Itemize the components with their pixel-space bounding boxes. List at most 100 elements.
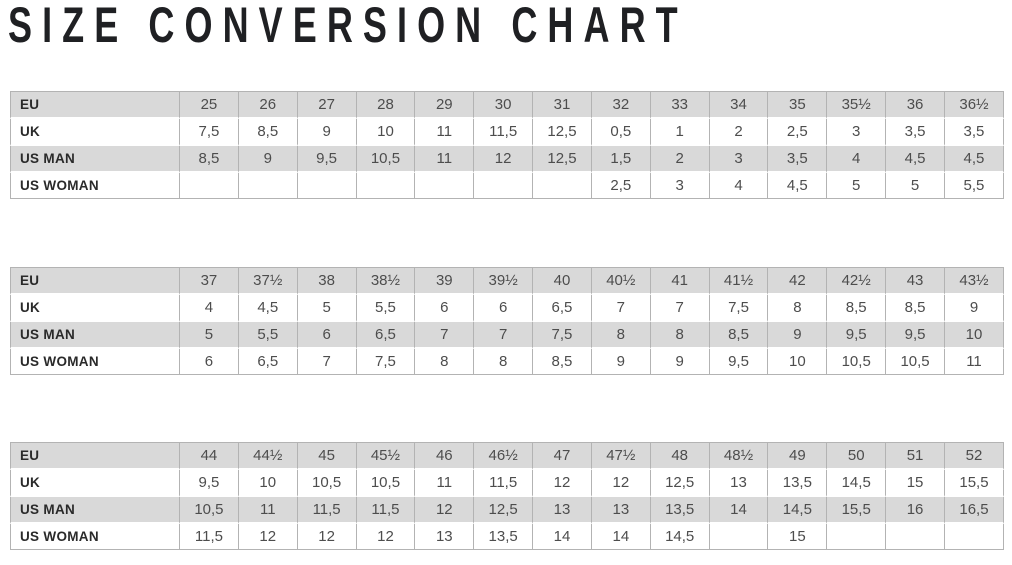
size-cell: 10,5	[297, 470, 357, 497]
size-cell: 12	[238, 524, 298, 550]
size-cell: 50	[827, 443, 887, 470]
size-cell: 14	[533, 524, 592, 550]
size-cell: 1	[650, 119, 710, 146]
row-label: US MAN	[10, 146, 180, 173]
size-cell: 7	[591, 295, 651, 322]
size-cell: 10,5	[827, 349, 887, 375]
size-cell: 9	[650, 349, 710, 375]
size-cell: 9	[591, 349, 651, 375]
size-cell: 8	[591, 322, 651, 349]
size-cell: 4,5	[768, 173, 828, 199]
size-cell: 46½	[474, 443, 534, 470]
size-cell: 38	[297, 268, 357, 295]
size-cell: 38½	[356, 268, 416, 295]
size-cell: 8,5	[827, 295, 887, 322]
size-cell: 12,5	[533, 119, 592, 146]
size-cell: 5,5	[944, 173, 1004, 199]
size-cell: 15	[886, 470, 945, 497]
size-cell: 6	[180, 349, 239, 375]
size-cell	[886, 524, 945, 550]
size-cell: 48	[650, 443, 710, 470]
table-row: EU 37 37½ 38 38½ 39 39½ 40 40½ 41 41½ 42 42½ 43 43½	[10, 268, 1004, 295]
size-cell: 10,5	[180, 497, 239, 524]
table-row: US WOMAN 11,5 12 12 12 13 13,5 14 14 14,5 15	[10, 524, 1004, 550]
table-row: US MAN 10,5 11 11,5 11,5 12 12,5 13 13 13,5 14 14,5…	[10, 497, 1004, 524]
size-cell: 5,5	[238, 322, 298, 349]
size-cell: 4	[709, 173, 769, 199]
table-row: UK 7,5 8,5 9 10 11 11,5 12,5 0,5 1 2 2,5 3 3,5 3,5	[10, 119, 1004, 146]
size-cell: 37½	[238, 268, 298, 295]
size-cell	[474, 173, 534, 199]
size-cell: 1,5	[591, 146, 651, 173]
size-cell: 12,5	[533, 146, 592, 173]
size-cell: 12,5	[474, 497, 534, 524]
row-label: EU	[10, 443, 180, 470]
size-cell: 7,5	[180, 119, 239, 146]
size-cell: 11	[238, 497, 298, 524]
size-cell: 51	[886, 443, 945, 470]
size-cell: 41	[650, 268, 710, 295]
size-cell: 9	[944, 295, 1004, 322]
size-cell: 8	[474, 349, 534, 375]
size-cell: 35	[768, 92, 828, 119]
table-row: EU 25 26 27 28 29 30 31 32 33 34 35 35½ 36 36½	[10, 92, 1004, 119]
size-cell: 5	[886, 173, 945, 199]
size-cell: 49	[768, 443, 828, 470]
size-cell: 8,5	[709, 322, 769, 349]
size-cell: 6	[415, 295, 475, 322]
size-cell: 7,5	[533, 322, 592, 349]
size-cell: 8	[768, 295, 828, 322]
size-cell: 14,5	[768, 497, 828, 524]
size-cell: 8,5	[238, 119, 298, 146]
size-cell: 9	[238, 146, 298, 173]
size-cell	[297, 173, 357, 199]
table-row: UK 9,5 10 10,5 10,5 11 11,5 12 12 12,5 13 13,5 14,5 1…	[10, 470, 1004, 497]
size-cell: 11	[415, 119, 475, 146]
size-cell: 11,5	[474, 119, 534, 146]
size-cell: 13	[709, 470, 769, 497]
size-cell: 27	[297, 92, 357, 119]
size-cell: 32	[591, 92, 651, 119]
size-cell	[180, 173, 239, 199]
size-cell: 25	[180, 92, 239, 119]
size-cell	[827, 524, 887, 550]
size-cell: 13,5	[768, 470, 828, 497]
size-cell: 9,5	[297, 146, 357, 173]
size-cell: 7	[297, 349, 357, 375]
size-table-eu-37-43: EU 37 37½ 38 38½ 39 39½ 40 40½ 41 41½ 42 42½ 43 43½ UK 4…	[10, 267, 1004, 375]
size-cell: 45½	[356, 443, 416, 470]
table-row: US MAN 5 5,5 6 6,5 7 7 7,5 8 8 8,5 9 9,5 9,5 10	[10, 322, 1004, 349]
size-cell: 3	[650, 173, 710, 199]
size-cell: 2	[709, 119, 769, 146]
table-row: US WOMAN 6 6,5 7 7,5 8 8 8,5 9 9 9,5 10 10,5 10,5 11	[10, 349, 1004, 375]
size-cell: 39	[415, 268, 475, 295]
size-cell: 4,5	[886, 146, 945, 173]
size-cell: 44	[180, 443, 239, 470]
size-cell: 6,5	[356, 322, 416, 349]
size-cell: 34	[709, 92, 769, 119]
size-cell: 28	[356, 92, 416, 119]
size-cell: 8,5	[180, 146, 239, 173]
size-cell: 47½	[591, 443, 651, 470]
size-cell: 12	[533, 470, 592, 497]
size-cell: 13,5	[474, 524, 534, 550]
size-cell	[356, 173, 416, 199]
size-cell: 5	[827, 173, 887, 199]
size-cell: 7	[415, 322, 475, 349]
row-label: UK	[10, 470, 180, 497]
table-row: UK 4 4,5 5 5,5 6 6 6,5 7 7 7,5 8 8,5 8,5 9	[10, 295, 1004, 322]
size-cell: 4,5	[944, 146, 1004, 173]
size-cell: 13,5	[650, 497, 710, 524]
size-cell	[415, 173, 475, 199]
size-cell: 10,5	[356, 146, 416, 173]
size-cell: 4	[180, 295, 239, 322]
size-cell: 6,5	[238, 349, 298, 375]
size-cell: 26	[238, 92, 298, 119]
size-table-eu-44-52: EU 44 44½ 45 45½ 46 46½ 47 47½ 48 48½ 49 50 51 52 UK 9,5…	[10, 442, 1004, 550]
size-cell: 10	[768, 349, 828, 375]
size-cell: 41½	[709, 268, 769, 295]
size-cell: 35½	[827, 92, 887, 119]
row-label: US MAN	[10, 322, 180, 349]
size-cell: 11,5	[297, 497, 357, 524]
size-cell: 14,5	[650, 524, 710, 550]
